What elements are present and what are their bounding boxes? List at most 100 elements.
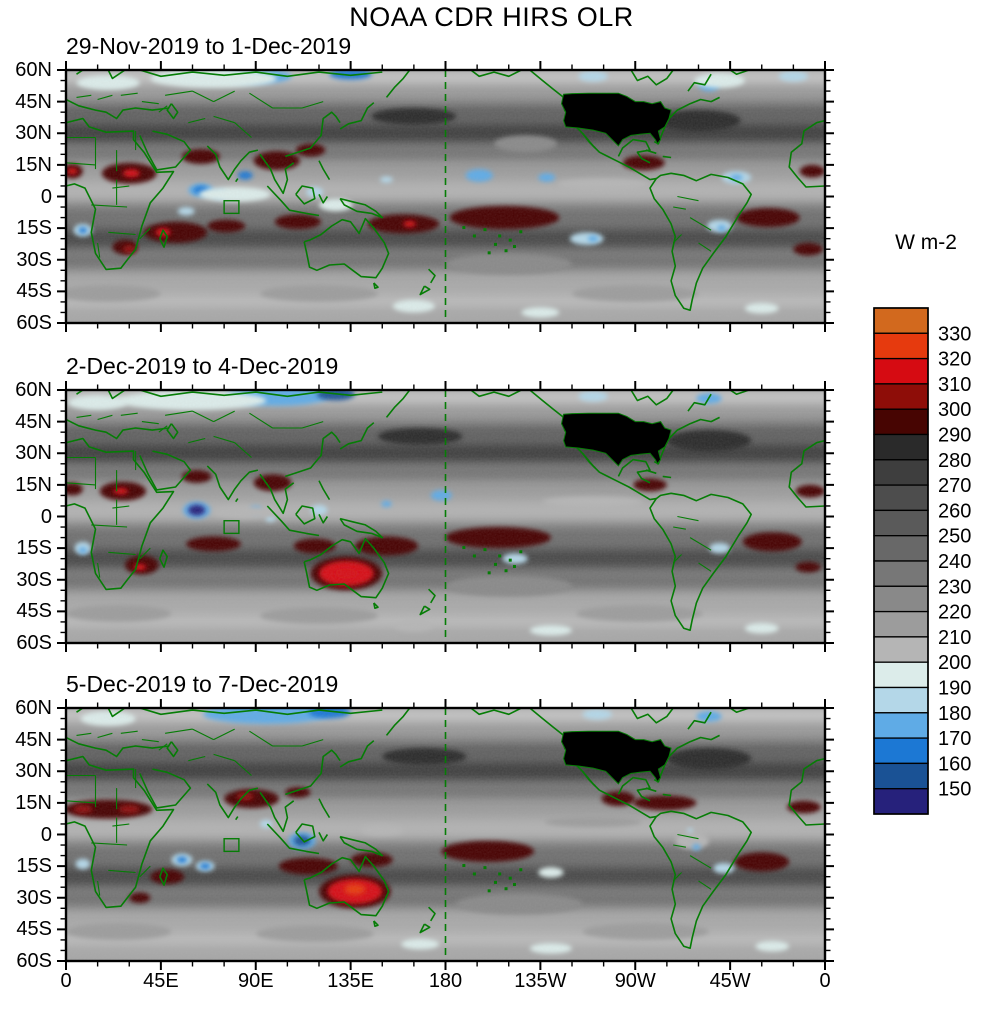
- colorbar-box: [873, 737, 929, 765]
- map-panel-3: [54, 694, 837, 975]
- colorbar-box: [873, 535, 929, 562]
- colorbar-box: [873, 686, 929, 714]
- colorbar-outline: [873, 307, 929, 815]
- map-frame: [64, 706, 827, 963]
- colorbar-box: [873, 307, 929, 334]
- map-frame: [64, 388, 827, 645]
- map-raster-layer: [66, 390, 825, 643]
- colorbar-box: [873, 509, 929, 537]
- map-panel-1: [54, 56, 837, 337]
- chagos-box-outline: [223, 838, 240, 853]
- colorbar-tick-label: 200: [938, 652, 971, 674]
- colorbar-tick-label: 190: [938, 678, 971, 700]
- map-svg-panel-3: [57, 699, 834, 970]
- colorbar-box: [873, 788, 929, 815]
- axis-ticks: [57, 381, 834, 652]
- map-svg-panel-2: [57, 381, 834, 652]
- country-borders-layer: [66, 410, 712, 578]
- y-axis-tick-label: 45S: [16, 918, 52, 941]
- y-axis-tick-label: 30N: [15, 760, 52, 783]
- y-axis-tick-label: 60S: [16, 312, 52, 334]
- colorbar: 330 320 310 300 290 280 270 260 250 240 230 220 210 2…: [870, 300, 983, 835]
- y-axis-tick-label: 45S: [16, 600, 52, 623]
- colorbar-box: [873, 636, 929, 663]
- map-svg-panel-1: [57, 61, 834, 332]
- colorbar-box: [873, 560, 929, 587]
- colorbar-box: [873, 332, 929, 360]
- us-masked-region: [560, 412, 672, 467]
- coastlines-layer: [66, 70, 825, 312]
- chagos-box-outline: [223, 200, 240, 215]
- x-axis-tick-label: 90E: [237, 970, 274, 992]
- y-axis-tick-label: 30N: [15, 122, 52, 145]
- colorbar-tick-label: 300: [938, 399, 971, 421]
- x-axis-tick-label: 135W: [514, 970, 567, 992]
- map-panel-2: [54, 376, 837, 657]
- panel-3-date-range: 5-Dec-2019 to 7-Dec-2019: [66, 671, 339, 697]
- colorbar-tick-label: 230: [938, 576, 971, 598]
- y-axis-tick-label: 45N: [15, 410, 52, 433]
- y-axis-tick-label: 45S: [16, 280, 52, 303]
- y-axis-tick-label: 15S: [16, 217, 52, 240]
- colorbar-box: [873, 433, 929, 461]
- x-axis-tick-label: 135E: [327, 970, 374, 992]
- panel-1-date-range: 29-Nov-2019 to 1-Dec-2019: [66, 33, 352, 59]
- colorbar-tick-label: 260: [938, 500, 971, 522]
- x-axis-tick-label: 0: [60, 970, 72, 992]
- colorbar-tick-label: 310: [938, 374, 971, 396]
- chagos-box-outline: [223, 520, 240, 535]
- colorbar-tick-label: 160: [938, 753, 971, 775]
- y-axis-tick-label: 15N: [15, 791, 52, 814]
- coastlines-layer: [66, 708, 825, 950]
- x-axis-tick-label: 180: [428, 970, 463, 992]
- figure-title: NOAA CDR HIRS OLR: [349, 2, 634, 32]
- us-masked-region: [560, 730, 672, 785]
- y-axis-tick-label: 60N: [15, 379, 52, 401]
- y-axis-tick-label: 45N: [15, 90, 52, 113]
- y-axis-tick-label: 60S: [16, 632, 52, 654]
- y-axis-tick-label: 0: [40, 505, 52, 528]
- colorbar-box: [873, 585, 929, 613]
- colorbar-tick-label: 170: [938, 728, 971, 750]
- country-borders-layer: [66, 90, 712, 258]
- x-axis-tick-label: 45E: [143, 970, 179, 992]
- colorbar-box: [873, 712, 929, 739]
- colorbar-tick-label: 180: [938, 703, 971, 725]
- colorbar-box: [873, 357, 929, 385]
- colorbar-tick-label: 220: [938, 602, 971, 624]
- colorbar-box: [873, 459, 929, 486]
- y-axis-tick-label: 60N: [15, 697, 52, 719]
- colorbar-box: [873, 408, 929, 436]
- colorbar-units-label: W m-2: [895, 231, 957, 254]
- colorbar-tick-label: 290: [938, 425, 971, 447]
- colorbar-tick-label: 320: [938, 349, 971, 371]
- y-axis-tick-label: 30S: [16, 248, 52, 271]
- colorbar-tick-label: 270: [938, 475, 971, 497]
- country-borders-layer: [66, 728, 712, 896]
- y-axis-tick-label: 60S: [16, 950, 52, 972]
- colorbar-tick-label: 250: [938, 526, 971, 548]
- colorbar-tick-label: 240: [938, 551, 971, 573]
- y-axis-tick-label: 30S: [16, 886, 52, 909]
- colorbar-box: [873, 610, 929, 638]
- y-axis-tick-label: 60N: [15, 59, 52, 81]
- colorbar-tick-label: 150: [938, 779, 971, 801]
- y-axis-tick-label: 15N: [15, 153, 52, 176]
- colorbar-tick-label: 210: [938, 627, 971, 649]
- map-raster-layer: [66, 708, 825, 961]
- map-frame: [64, 68, 827, 325]
- y-axis-tick-label: 15S: [16, 855, 52, 878]
- colorbar-box: [873, 661, 929, 689]
- y-axis-tick-label: 30S: [16, 568, 52, 591]
- us-masked-region: [560, 92, 672, 147]
- map-raster-layer: [66, 70, 825, 323]
- y-axis-tick-label: 30N: [15, 442, 52, 465]
- x-axis-tick-label: 45W: [709, 970, 751, 992]
- coastlines-layer: [66, 390, 825, 632]
- y-axis-tick-label: 15S: [16, 537, 52, 560]
- colorbar-box: [873, 762, 929, 790]
- panel-2-date-range: 2-Dec-2019 to 4-Dec-2019: [66, 353, 339, 379]
- x-axis-tick-label: 90W: [614, 970, 656, 992]
- y-axis-tick-label: 0: [40, 823, 52, 846]
